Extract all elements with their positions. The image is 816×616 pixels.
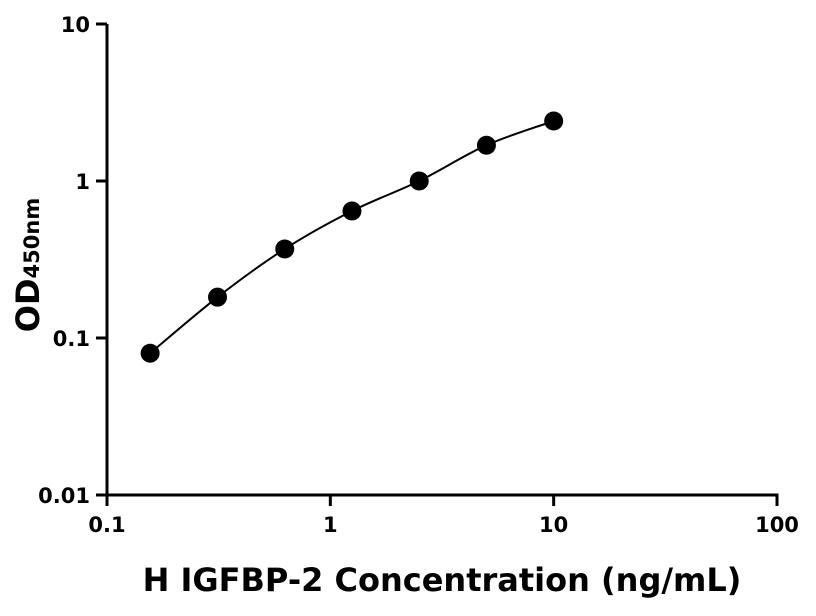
- data-point: [208, 287, 228, 307]
- y-axis-label-sub: 450nm: [20, 198, 44, 279]
- data-point: [544, 111, 564, 131]
- fit-curve: [149, 120, 555, 354]
- data-points: [140, 111, 564, 363]
- x-tick-label: 100: [755, 513, 799, 537]
- x-axis-label: H IGFBP-2 Concentration (ng/mL): [143, 561, 742, 599]
- axes: 0.1 1 10 100 0.01 0.1 1 10: [38, 13, 799, 537]
- data-point: [476, 135, 496, 155]
- x-tick-label: 10: [539, 513, 568, 537]
- x-tick-label: 0.1: [88, 513, 125, 537]
- y-axis-label-main: OD: [9, 278, 47, 332]
- y-axis-label: OD450nm: [9, 198, 47, 332]
- x-tick-label: 1: [323, 513, 338, 537]
- y-tick-label: 0.1: [53, 327, 90, 351]
- data-point: [342, 201, 362, 221]
- data-point: [409, 171, 429, 191]
- data-point: [140, 343, 160, 363]
- data-point: [275, 239, 295, 259]
- y-tick-label: 0.01: [38, 484, 90, 508]
- y-tick-label: 1: [75, 170, 90, 194]
- y-tick-label: 10: [61, 13, 90, 37]
